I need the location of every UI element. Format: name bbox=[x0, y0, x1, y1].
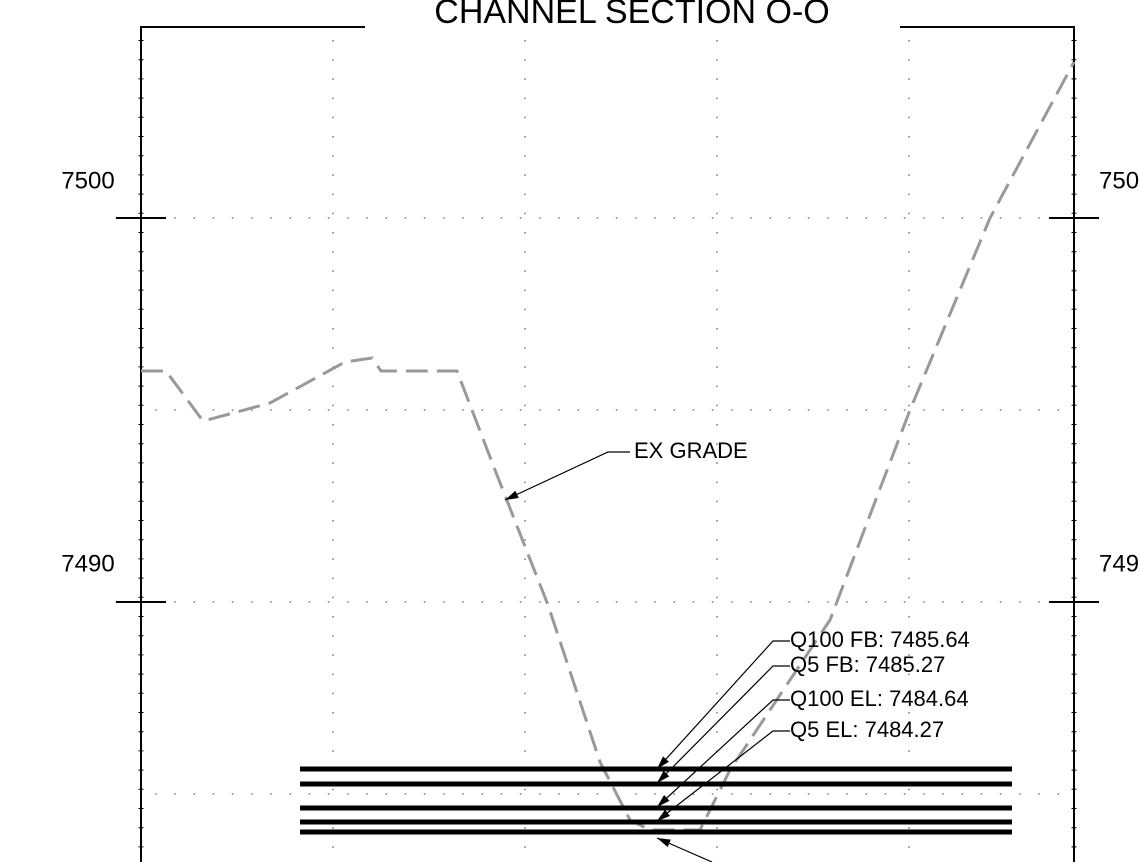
water-lines bbox=[300, 766, 1012, 835]
leaders bbox=[504, 451, 790, 862]
elevation-label: 749 bbox=[1099, 550, 1139, 577]
annotation: Q5 FB: 7485.27 bbox=[790, 652, 945, 677]
title: CHANNEL SECTION O-O bbox=[434, 0, 829, 31]
annotation: Q100 EL: 7484.64 bbox=[790, 686, 969, 711]
elevation-label: 7490 bbox=[61, 550, 114, 577]
frame bbox=[116, 26, 1099, 862]
elevation-label: 750 bbox=[1099, 167, 1139, 194]
annotation: Q100 FB: 7485.64 bbox=[790, 627, 970, 652]
annotation: EX GRADE bbox=[634, 438, 748, 463]
elevation-label: 7500 bbox=[61, 167, 114, 194]
existing-grade bbox=[141, 61, 1076, 832]
annotation: Q5 EL: 7484.27 bbox=[790, 717, 944, 742]
